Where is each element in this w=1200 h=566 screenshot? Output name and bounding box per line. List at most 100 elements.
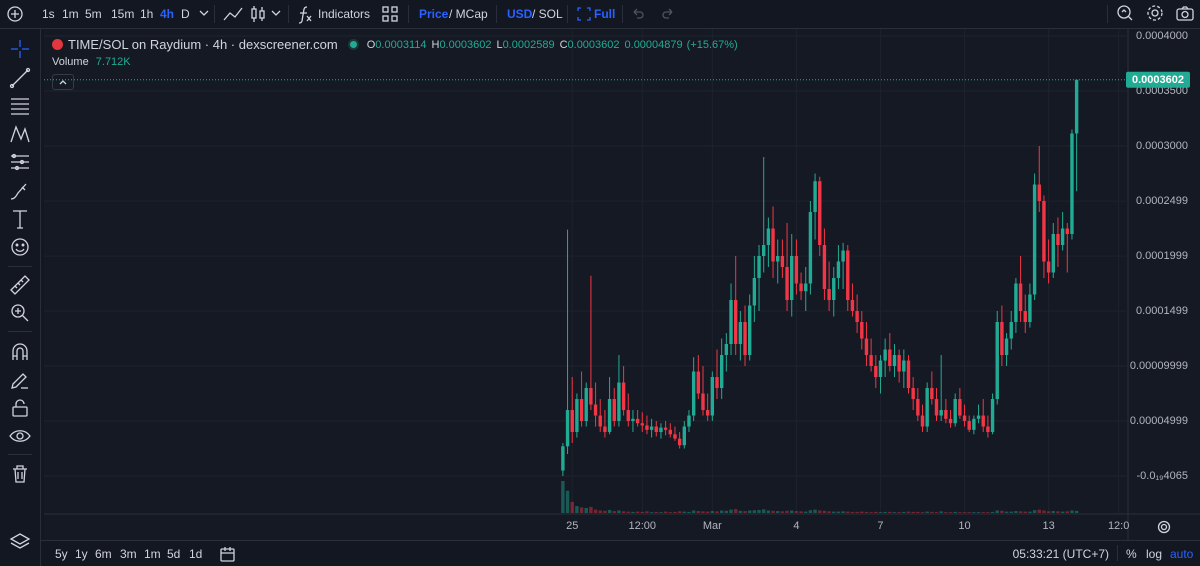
candle-body [976,415,981,419]
candle-body [822,245,827,290]
full-button[interactable]: Full [594,7,616,21]
candle-body [818,181,822,246]
candle-body [715,377,719,389]
last-price-label: 0.0003602 [1132,74,1184,86]
percent-toggle[interactable]: % [1126,547,1137,561]
volume-bar [1009,511,1013,513]
usd-toggle[interactable]: USD [507,7,533,21]
candle-body [752,278,757,306]
candle-body [691,371,696,416]
lock-draw-tool[interactable] [8,368,32,392]
lock-tool[interactable] [8,396,32,420]
date-range-icon[interactable] [219,545,237,563]
range-button[interactable]: 3m [120,547,137,561]
trendline-tool[interactable] [8,66,32,90]
collapse-button[interactable] [52,74,74,90]
fx-icon[interactable] [296,4,314,24]
volume-bar [710,511,715,513]
auto-toggle[interactable]: auto [1170,547,1194,561]
volume-bar [635,511,640,513]
candle-body [869,355,873,367]
interval-button[interactable]: 4h [160,7,175,21]
visibility-tool[interactable] [8,424,32,448]
delete-tool[interactable] [8,462,32,486]
layout-icon[interactable] [380,4,400,24]
interval-button[interactable]: 1h [140,7,154,21]
range-button[interactable]: 1d [189,547,203,561]
pattern-tool[interactable] [8,122,32,146]
candle-body [846,250,850,301]
log-toggle[interactable]: log [1146,547,1163,561]
volume-bar [934,512,939,513]
crosshair-tool[interactable] [8,37,32,61]
candle-body [897,355,901,372]
volume-bar [715,511,719,513]
redo-icon[interactable] [660,6,676,22]
indicators-button[interactable]: Indicators [318,7,371,21]
object-tree[interactable] [8,530,32,554]
volume-bar [776,511,780,513]
candle-body [990,399,995,433]
interval-button[interactable]: D [181,7,190,21]
range-button[interactable]: 1m [144,547,161,561]
candle-body [762,245,766,257]
interval-button[interactable]: 1s [42,7,55,21]
alert-icon[interactable] [1115,3,1135,23]
interval-button[interactable]: 1m [62,7,79,21]
volume-bar [584,507,588,513]
range-button[interactable]: 1y [75,547,88,561]
interval-button[interactable]: 15m [111,7,135,21]
candle-body [1014,283,1018,323]
zoom-tool[interactable] [8,301,32,325]
text-tool[interactable] [8,207,32,231]
volume-bar [589,506,593,513]
volume-bar [565,490,570,513]
undo-icon[interactable] [630,6,646,22]
mcap-toggle[interactable]: / MCap [449,7,488,21]
candle-body [864,338,869,356]
candle-icon[interactable] [249,4,267,24]
volume-bar [990,511,995,513]
range-button[interactable]: 5d [167,547,181,561]
forecast-tool[interactable] [8,150,32,174]
volume-bar [621,511,626,513]
volume-bar [967,512,971,513]
chevron[interactable] [270,7,282,19]
candle-body [939,410,943,416]
volume-bar [1000,510,1004,513]
ruler-tool[interactable] [8,273,32,297]
volume-bar [561,481,565,513]
candle-body [649,426,654,430]
sol-toggle[interactable]: / SOL [532,7,563,21]
volume-bar [1046,511,1051,513]
price-toggle[interactable]: Price [419,7,449,21]
range-button[interactable]: 5y [55,547,68,561]
fullscreen-icon[interactable] [576,6,592,22]
candle-body [892,355,897,367]
volume-bar [1028,511,1032,513]
emoji-tool[interactable] [8,235,32,259]
candle-body [1042,201,1046,262]
candle-body [1037,184,1041,202]
candle-body [747,305,752,356]
x-tick-label: 4 [793,520,799,532]
divider [214,5,215,23]
magnet-tool[interactable] [8,340,32,364]
interval-button[interactable]: 5m [85,7,102,21]
volume-bar [598,510,602,513]
fib-tool[interactable] [8,94,32,118]
line-chart-icon[interactable] [222,4,244,24]
brush-tool[interactable] [8,179,32,203]
candle-body [603,426,607,433]
axis-settings[interactable] [1156,519,1172,535]
candle-body [1009,322,1013,339]
chevron[interactable] [198,7,210,19]
candle-body [780,256,785,268]
range-button[interactable]: 6m [95,547,112,561]
add-icon[interactable] [5,4,25,24]
settings-icon[interactable] [1145,3,1165,23]
y-tick-label: 0.0004000 [1136,30,1188,42]
camera-icon[interactable] [1175,3,1195,23]
candle-body [934,399,939,416]
candle-body [579,399,584,422]
